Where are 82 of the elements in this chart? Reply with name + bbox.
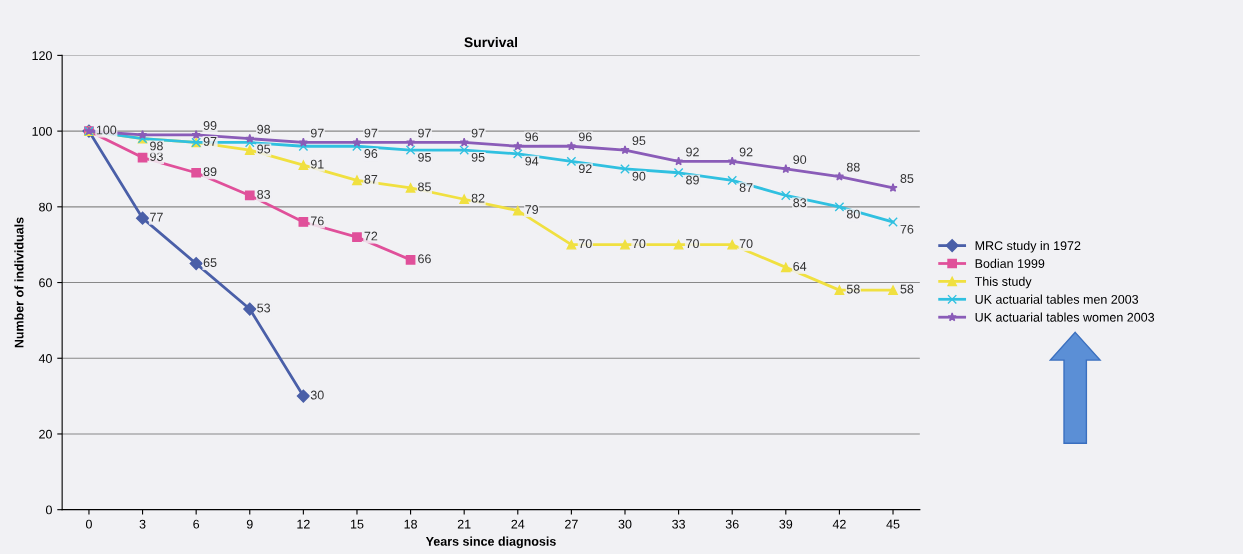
data-label: 90	[632, 171, 646, 181]
data-label: 93	[150, 152, 163, 161]
data-label: 87	[364, 174, 378, 184]
data-label: 97	[310, 128, 324, 138]
legend-label: Bodian 1999	[975, 258, 1045, 268]
data-label: 98	[257, 124, 271, 134]
data-label: 70	[632, 239, 646, 249]
data-label: 97	[471, 128, 485, 138]
data-label: 83	[793, 198, 807, 208]
data-label: 82	[471, 193, 485, 203]
data-label: 98	[150, 141, 163, 151]
x-tick-label: 27	[565, 519, 578, 529]
data-label: 65	[203, 258, 217, 267]
x-tick-label: 39	[779, 519, 793, 529]
data-label: 90	[793, 155, 807, 164]
data-label: 64	[793, 261, 807, 271]
data-label: 58	[846, 284, 860, 294]
x-tick-label: 3	[139, 519, 146, 529]
y-tick-label: 0	[45, 505, 52, 515]
x-tick-label: 21	[457, 519, 471, 529]
y-tick-label: 20	[39, 429, 52, 439]
data-label: 88	[846, 162, 860, 172]
legend-label: UK actuarial tables women 2003	[975, 312, 1155, 322]
data-label: 87	[739, 183, 753, 193]
x-tick-label: 12	[297, 519, 310, 529]
data-label: 97	[364, 128, 378, 138]
data-label: 100	[96, 125, 117, 135]
data-label: 97	[418, 128, 431, 138]
data-label: 97	[203, 136, 217, 146]
x-tick-label: 18	[404, 519, 417, 529]
data-label: 76	[310, 216, 324, 226]
data-label: 80	[846, 209, 860, 219]
data-label: 85	[900, 174, 914, 183]
data-label: 95	[471, 152, 485, 162]
legend-label: MRC study in 1972	[975, 240, 1081, 253]
data-label: 70	[739, 239, 753, 249]
x-tick-label: 0	[85, 519, 92, 529]
data-label: 72	[364, 231, 378, 241]
x-tick-label: 15	[350, 519, 364, 529]
data-label: 30	[310, 390, 324, 400]
x-tick-label: 42	[832, 519, 846, 529]
data-label: 70	[578, 239, 592, 249]
data-label: 66	[418, 254, 431, 264]
legend-label: UK actuarial tables men 2003	[975, 294, 1139, 304]
x-tick-label: 24	[511, 519, 525, 529]
x-tick-label: 6	[193, 519, 200, 529]
data-label: 99	[203, 121, 217, 130]
data-label: 96	[578, 132, 592, 142]
data-label: 76	[900, 224, 914, 234]
x-tick-label: 33	[672, 519, 685, 529]
y-tick-label: 60	[39, 278, 52, 288]
data-label: 95	[418, 152, 431, 162]
data-label: 89	[203, 167, 217, 177]
data-label: 58	[900, 284, 914, 294]
data-label: 83	[257, 189, 271, 199]
data-label: 70	[686, 239, 699, 249]
data-label: 95	[632, 136, 646, 146]
x-axis-title: Years since diagnosis	[425, 536, 556, 549]
y-tick-label: 40	[38, 354, 52, 363]
data-label: 95	[257, 144, 271, 154]
data-label: 77	[150, 212, 163, 222]
data-label: 53	[257, 303, 271, 313]
y-tick-label: 120	[32, 51, 52, 61]
x-tick-label: 45	[886, 519, 900, 529]
data-label: 79	[525, 205, 539, 214]
data-label: 96	[364, 149, 378, 158]
data-label: 92	[578, 164, 592, 174]
y-tick-label: 100	[32, 126, 52, 136]
data-label: 92	[739, 147, 753, 157]
data-label: 91	[310, 159, 324, 169]
x-tick-label: 36	[725, 519, 739, 529]
chart-title: Survival	[464, 37, 518, 48]
x-tick-label: 30	[618, 519, 632, 529]
y-tick-label: 80	[39, 202, 52, 212]
data-label: 96	[525, 132, 539, 142]
y-axis-title: Number of individuals	[14, 217, 24, 348]
data-label: 92	[686, 147, 699, 157]
data-label: 94	[525, 156, 539, 166]
data-label: 89	[686, 175, 699, 185]
data-label: 85	[418, 182, 431, 192]
legend-label: This study	[974, 276, 1032, 289]
x-tick-label: 9	[246, 519, 253, 529]
